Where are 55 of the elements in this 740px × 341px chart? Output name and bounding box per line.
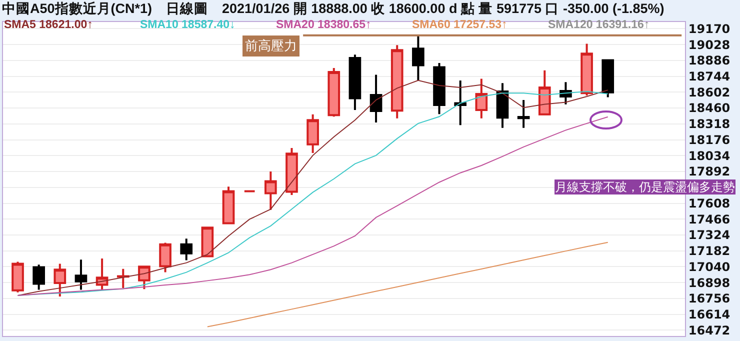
candlestick [96, 258, 108, 292]
y-tick-label: 18176 [688, 132, 730, 147]
y-tick-label: 18886 [688, 54, 730, 68]
candlestick [475, 78, 488, 120]
legend-label: SMA120 16391.16↑ [548, 19, 651, 32]
y-tick-label: 17892 [688, 164, 730, 179]
candlestick [264, 170, 277, 211]
y-tick-label: 18318 [688, 117, 730, 132]
text: SMA60 17257.53↑ [412, 19, 508, 32]
y-tick-label: 19170 [688, 22, 730, 36]
candlestick [222, 186, 235, 225]
y-tick-label: 16756 [688, 292, 730, 306]
y-tick-label: 17324 [688, 228, 730, 242]
chart-title: 中國A50指數近月(CN*1) 日線圖 2021/01/26 開 18888.00 收 18600.00 d 點 量 591775 口 -350.00 (-1.85%) [2, 0, 664, 18]
y-tick-label: 16472 [688, 323, 730, 338]
candlestick [116, 268, 130, 290]
text: SMA10 18587.40↓ [140, 19, 236, 32]
candlestick [306, 113, 319, 154]
candlestick [348, 54, 362, 112]
candlestick [138, 265, 150, 290]
y-tick-label: 18460 [688, 101, 730, 116]
y-tick-label: 17466 [688, 212, 730, 226]
candlestick [201, 226, 214, 258]
candlestick [496, 82, 509, 129]
y-tick-label: 17182 [688, 244, 730, 258]
candlestick [32, 264, 45, 291]
y-tick-label: 16614 [688, 308, 730, 322]
y-tick-label: 17040 [688, 260, 730, 274]
candlestick [580, 42, 593, 97]
candlestick [328, 67, 340, 118]
y-tick-label: 19028 [688, 38, 730, 52]
candlestick [370, 74, 382, 124]
candlestick [454, 79, 466, 126]
candlestick [390, 44, 404, 120]
candlestick [538, 69, 551, 116]
candlestick [412, 35, 424, 82]
y-tick-label: 18034 [688, 148, 730, 163]
candlestick [517, 99, 530, 129]
candlestick [12, 260, 24, 294]
line-series [206, 242, 608, 328]
text: SMA5 18621.00↑ [4, 19, 94, 32]
candlestick [602, 59, 614, 98]
candlestick [54, 262, 66, 298]
candlestick [159, 242, 172, 274]
text: SMA20 18380.65↑ [276, 19, 372, 32]
candlestick [286, 146, 298, 196]
y-tick-label: 17608 [688, 196, 730, 210]
annotation: 月線支撐不破，仍是震盪偏多走勢 [555, 180, 735, 194]
y-tick-label: 18602 [688, 85, 730, 100]
y-tick-label: 16898 [688, 276, 730, 290]
y-tick-label: 18744 [688, 70, 730, 84]
ref-line-label: 前高壓力 [245, 38, 297, 54]
candlestick [180, 238, 193, 262]
candlestick [74, 258, 88, 291]
candlestick [433, 62, 446, 116]
